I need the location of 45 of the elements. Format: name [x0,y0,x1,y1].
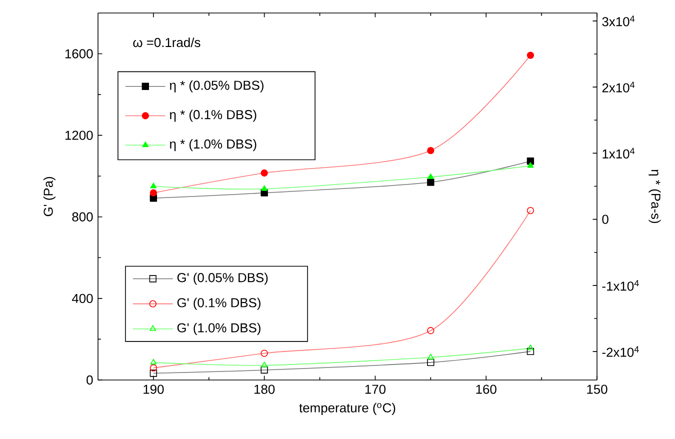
y2-tick-label: 3x10$^{4}$ [602,16,635,26]
point [428,173,434,179]
y2-tick-label: 0 [602,214,608,224]
y2-tick-label: 2x10$^{4}$ [602,82,635,92]
x-tick-label: 170 [365,384,386,394]
y-tick-label: 1600 [65,49,93,58]
point [260,169,268,177]
point [526,52,534,59]
point [261,185,268,191]
y-axis-title: G' (Pa) [43,176,56,216]
legend-label: G' (0.05% DBS) [177,272,268,285]
point [150,364,158,372]
point [527,162,534,168]
point [526,206,534,214]
x-tick-label: 150 [587,384,608,394]
x-axis-title: temperature ($^{o}$C) [299,402,396,415]
y2-tick-label: 1x10$^{4}$ [602,148,635,159]
y-tick-label: 1200 [65,130,93,140]
point [427,327,434,334]
legend-label: G' (0.1% DBS) [177,298,260,310]
y2-tick-label: -2x10$^{4}$ [602,346,639,357]
point [526,348,534,356]
legend-label: η * (1.0% DBS) [170,139,256,152]
y-tick-label: 800 [72,212,93,222]
y2-axis-title: η * (Pa-s) [648,170,661,224]
point [261,362,268,368]
y-tick-label: 0 [86,375,93,385]
x-tick-label: 180 [254,384,275,394]
point [427,146,434,154]
legend-label: η * (0.05% DBS) [170,80,264,92]
legend-label: η * (0.1% DBS) [170,110,256,122]
point [427,178,434,186]
legend-label: G' (1.0% DBS) [177,322,260,335]
x-tick-label: 160 [476,384,496,394]
annotation: ω =0.1rad/s [133,38,200,48]
point [527,344,534,350]
point [150,189,158,196]
point [150,182,157,188]
point [260,350,268,357]
y-tick-label: 400 [72,294,93,304]
y2-tick-label: -1x10$^{4}$ [602,280,639,291]
x-tick-label: 190 [144,384,164,394]
point [428,354,434,360]
point [150,370,158,377]
point [150,358,157,364]
